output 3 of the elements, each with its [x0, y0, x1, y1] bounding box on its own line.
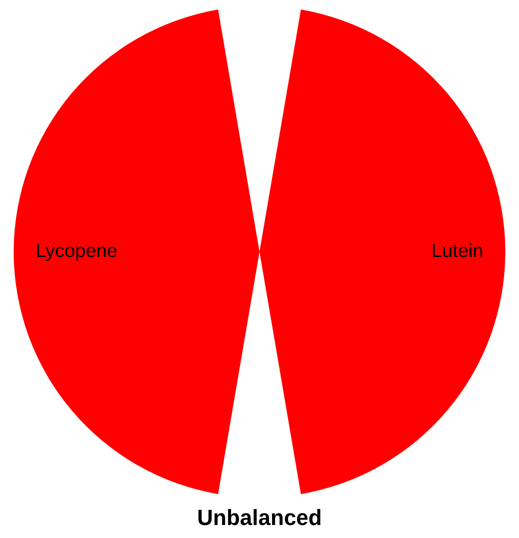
slice-label: Lycopene — [36, 241, 118, 262]
text: Unbalanced — [197, 504, 322, 530]
slice-label: Lutein — [432, 241, 484, 262]
